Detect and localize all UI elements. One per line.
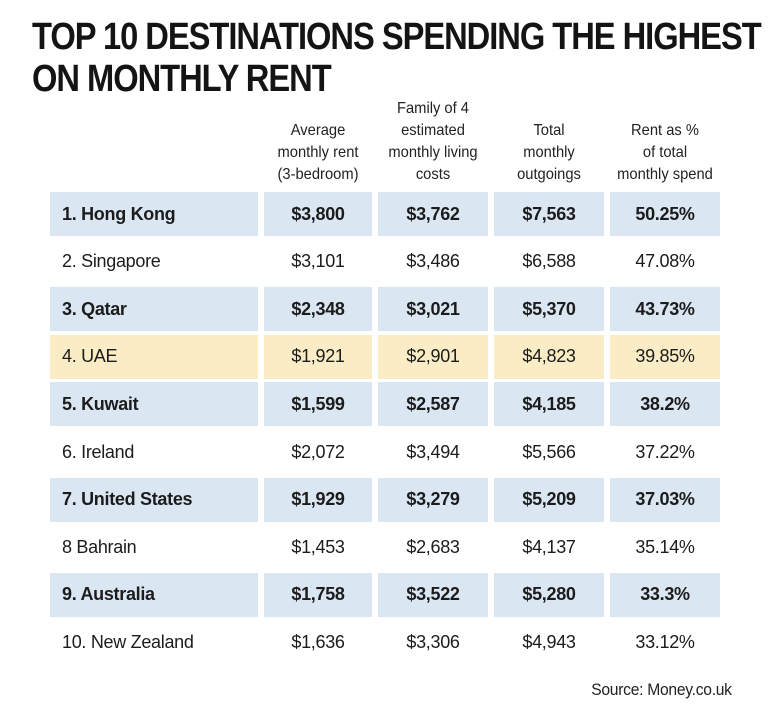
cell-pct: 37.03%	[610, 477, 720, 522]
destination-name: 5. Kuwait	[50, 382, 258, 427]
destination-name: 6. Ireland	[62, 441, 135, 462]
destination-name: 7. United States	[50, 477, 258, 522]
cell-living: $3,306	[406, 631, 460, 652]
table-row: 2. Singapore $3,101 $3,486 $6,588 47.08%	[0, 240, 772, 284]
cell-total: $5,280	[494, 572, 604, 617]
table-row: 9. Australia $1,758 $3,522 $5,280 33.3%	[0, 572, 772, 617]
cell-living: $3,494	[406, 441, 460, 462]
cell-living: $3,279	[378, 477, 488, 522]
cell-living: $3,762	[378, 192, 488, 236]
cell-rent: $2,348	[264, 287, 372, 332]
cell-rent: $2,072	[291, 441, 345, 462]
cell-pct: 39.85%	[610, 334, 720, 379]
cell-pct: 43.73%	[610, 287, 720, 332]
cell-living: $2,901	[378, 334, 488, 379]
cell-total: $4,823	[494, 334, 604, 379]
destination-name: 10. New Zealand	[62, 631, 194, 652]
cell-rent: $1,636	[291, 631, 345, 652]
column-header-rent: Average monthly rent (3-bedroom)	[277, 122, 359, 183]
destination-name: 2. Singapore	[62, 251, 161, 272]
cell-total: $4,137	[522, 536, 576, 557]
cell-living: $2,683	[406, 536, 460, 557]
table-row: 8 Bahrain $1,453 $2,683 $4,137 35.14%	[0, 525, 772, 569]
chart-title: TOP 10 DESTINATIONS SPENDING THE HIGHEST…	[32, 16, 762, 100]
destination-name: 9. Australia	[50, 572, 258, 617]
cell-total: $4,943	[522, 631, 576, 652]
cell-total: $5,209	[494, 477, 604, 522]
cell-pct: 33.12%	[635, 631, 695, 652]
destination-name: 3. Qatar	[50, 287, 258, 332]
cell-rent: $1,758	[264, 572, 372, 617]
source-note: Source: Money.co.uk	[591, 680, 732, 699]
cell-pct: 37.22%	[635, 441, 695, 462]
table-row: 7. United States $1,929 $3,279 $5,209 37.03%	[0, 477, 772, 522]
cell-total: $4,185	[494, 382, 604, 427]
cell-pct: 38.2%	[610, 382, 720, 427]
table-header: Average monthly rent (3-bedroom) Family o…	[0, 100, 772, 192]
destination-name: 8 Bahrain	[62, 536, 137, 557]
cell-total: $5,566	[522, 441, 576, 462]
cell-total: $5,370	[494, 287, 604, 332]
cell-rent: $1,929	[264, 477, 372, 522]
cell-pct: 35.14%	[635, 536, 695, 557]
cell-living: $3,021	[378, 287, 488, 332]
destination-name: 1. Hong Kong	[50, 192, 258, 236]
cell-living: $2,587	[378, 382, 488, 427]
table-row: 1. Hong Kong $3,800 $3,762 $7,563 50.25%	[0, 192, 772, 236]
table-row: 10. New Zealand $1,636 $3,306 $4,943 33.12%	[0, 620, 772, 664]
cell-living: $3,486	[406, 251, 460, 272]
table-row: 5. Kuwait $1,599 $2,587 $4,185 38.2%	[0, 382, 772, 427]
cell-rent: $1,921	[264, 334, 372, 379]
cell-rent: $3,800	[264, 192, 372, 236]
cell-pct: 47.08%	[635, 251, 695, 272]
cell-rent: $3,101	[291, 251, 345, 272]
cell-living: $3,522	[378, 572, 488, 617]
title-line-1: TOP 10 DESTINATIONS SPENDING THE HIGHEST	[32, 16, 762, 58]
column-header-living: Family of 4 estimated monthly living cos…	[388, 100, 478, 183]
cell-pct: 33.3%	[610, 572, 720, 617]
destination-name: 4. UAE	[50, 334, 258, 379]
cell-total: $7,563	[494, 192, 604, 236]
cell-rent: $1,599	[264, 382, 372, 427]
column-header-pct: Rent as % of total monthly spend	[617, 122, 713, 183]
cell-rent: $1,453	[291, 536, 345, 557]
table-row: 6. Ireland $2,072 $3,494 $5,566 37.22%	[0, 430, 772, 474]
table-row: 4. UAE $1,921 $2,901 $4,823 39.85%	[0, 334, 772, 379]
table-row: 3. Qatar $2,348 $3,021 $5,370 43.73%	[0, 287, 772, 332]
column-header-total: Total monthly outgoings	[517, 122, 581, 183]
cell-pct: 50.25%	[610, 192, 720, 236]
cell-total: $6,588	[522, 251, 576, 272]
title-line-2: ON MONTHLY RENT	[32, 58, 332, 100]
